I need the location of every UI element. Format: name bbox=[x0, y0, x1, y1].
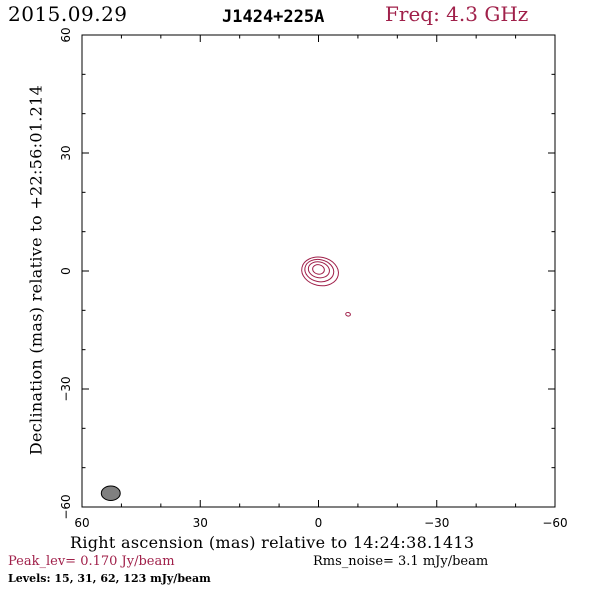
y-tick-label: 30 bbox=[59, 145, 73, 160]
plot-frame bbox=[81, 34, 556, 508]
x-axis-label: Right ascension (mas) relative to 14:24:… bbox=[70, 533, 475, 552]
beam-shape bbox=[100, 485, 121, 502]
source-name: J1424+225A bbox=[222, 7, 325, 27]
observation-date: 2015.09.29 bbox=[8, 2, 128, 26]
x-tick-label: 60 bbox=[74, 516, 89, 530]
beam-ellipse bbox=[100, 485, 121, 502]
x-tick-label: −60 bbox=[542, 516, 567, 530]
contour-core-62 bbox=[307, 261, 330, 279]
x-tick-label: 30 bbox=[193, 516, 208, 530]
y-tick-label: 0 bbox=[59, 267, 73, 275]
x-tick-label: 0 bbox=[315, 516, 323, 530]
rms-noise: Rms_noise= 3.1 mJy/beam bbox=[313, 554, 489, 569]
contour-lines bbox=[301, 256, 351, 317]
contour-secondary-15 bbox=[345, 311, 351, 317]
contour-core-123 bbox=[312, 264, 325, 275]
frequency-label: Freq: 4.3 GHz bbox=[385, 2, 529, 26]
contour-core-31 bbox=[304, 258, 335, 283]
y-tick-label: 60 bbox=[59, 27, 73, 42]
axis-ticks bbox=[81, 34, 556, 508]
contour-levels: Levels: 15, 31, 62, 123 mJy/beam bbox=[8, 572, 211, 585]
peak-level: Peak_lev= 0.170 Jy/beam bbox=[8, 554, 175, 569]
y-tick-label: −30 bbox=[59, 376, 73, 401]
y-tick-label: −60 bbox=[59, 494, 73, 519]
y-axis-label: Declination (mas) relative to +22:56:01.… bbox=[26, 84, 46, 456]
contour-core-15 bbox=[301, 256, 339, 287]
x-tick-label: −30 bbox=[424, 516, 449, 530]
